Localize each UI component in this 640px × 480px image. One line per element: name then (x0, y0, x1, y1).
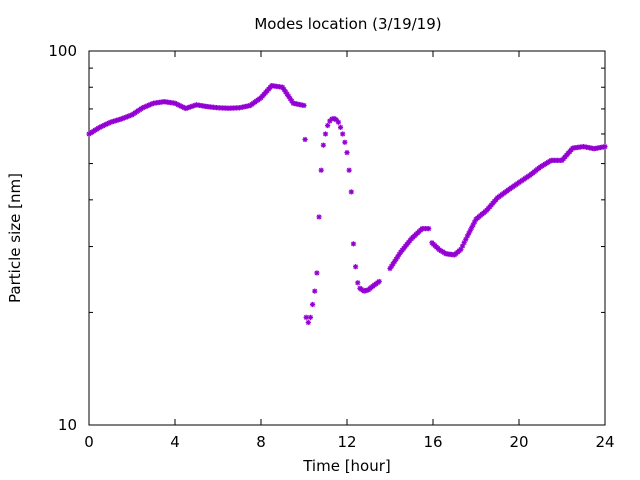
axis-ticks (174, 51, 520, 425)
data-point (346, 167, 352, 173)
data-point (337, 124, 344, 130)
data-point (426, 226, 432, 232)
data-point (344, 150, 350, 156)
x-axis-label: Time [hour] (302, 457, 391, 475)
data-point (302, 136, 308, 143)
x-tick-label: 4 (170, 433, 180, 451)
data-point (353, 264, 359, 270)
data-point (322, 131, 329, 137)
data-point (355, 280, 361, 286)
y-tick-label: 10 (58, 416, 77, 434)
data-point (305, 319, 311, 326)
data-point (602, 144, 608, 150)
data-points (86, 83, 608, 326)
data-point (301, 102, 307, 109)
data-point (342, 139, 348, 145)
data-point (350, 241, 357, 247)
data-point (348, 189, 354, 195)
x-tick-label: 16 (423, 433, 442, 451)
data-point (314, 270, 320, 276)
tick-labels: 0 4 8 12 16 20 24 10 100 (48, 42, 614, 451)
y-tick-label: 100 (48, 42, 77, 60)
x-tick-label: 12 (337, 433, 356, 451)
data-point (335, 119, 341, 125)
plot-frame (88, 50, 606, 426)
data-point (325, 122, 331, 129)
y-axis-label: Particle size [nm] (6, 173, 24, 303)
data-point (320, 142, 326, 148)
data-point (318, 167, 324, 173)
data-point (376, 278, 382, 285)
data-point (340, 131, 346, 137)
data-point (312, 288, 318, 294)
chart-title: Modes location (3/19/19) (254, 15, 441, 33)
data-point (466, 230, 472, 236)
minor-ticks (89, 67, 605, 313)
data-point (310, 301, 316, 308)
x-tick-label: 24 (595, 433, 614, 451)
x-tick-label: 8 (256, 433, 266, 451)
data-point (316, 214, 322, 220)
x-tick-label: 20 (509, 433, 528, 451)
x-tick-label: 0 (84, 433, 94, 451)
data-point (307, 314, 314, 320)
